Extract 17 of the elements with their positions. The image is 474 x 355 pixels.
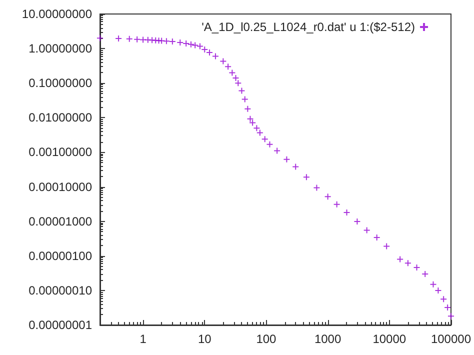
x-tick-label: 10000 <box>372 332 406 346</box>
y-tick-label: 0.00001000 <box>28 214 92 228</box>
y-tick-label: 0.10000000 <box>28 76 92 90</box>
y-tick-label: 0.00000010 <box>28 283 92 298</box>
y-tick-label: 0.00010000 <box>28 180 92 194</box>
y-tick-label: 0.00000100 <box>28 248 92 263</box>
x-tick-label: 100000 <box>430 332 472 346</box>
y-tick-label: 1.00000000 <box>28 42 92 56</box>
y-tick-label: 10.00000000 <box>22 7 92 21</box>
x-tick-label: 1 <box>140 332 147 346</box>
y-tick-label: 0.00100000 <box>28 145 92 160</box>
legend-label: 'A_1D_l0.25_L1024_r0.dat' u 1:($2-512) <box>202 20 415 34</box>
x-tick-label: 1000 <box>314 332 342 346</box>
y-tick-label: 0.01000000 <box>28 110 92 125</box>
x-tick-label: 10 <box>198 332 212 346</box>
x-tick-label: 100 <box>256 332 277 346</box>
y-tick-label: 0.00000001 <box>28 318 92 332</box>
